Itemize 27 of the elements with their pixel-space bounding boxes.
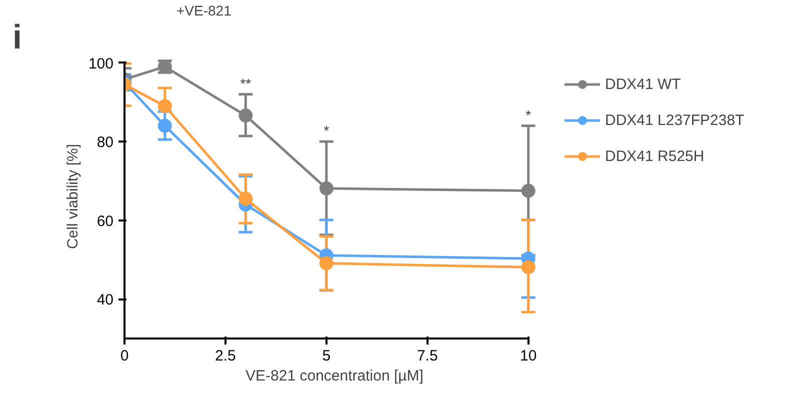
chart-title: i (12, 18, 22, 56)
annotation: * (526, 106, 532, 123)
x-tick-label: 0 (120, 348, 129, 364)
x-tick-label: 5 (322, 348, 331, 364)
point (158, 118, 172, 133)
x-tick-label: 10 (520, 348, 537, 364)
point (238, 108, 253, 123)
legend-label: DDX41 R525H (605, 148, 704, 164)
legend-label: DDX41 WT (605, 76, 681, 92)
legend-label: DDX41 L237FP238T (605, 112, 744, 128)
y-tick-label: 40 (96, 292, 114, 309)
y-tick-label: 60 (96, 212, 114, 230)
point (319, 181, 334, 196)
x-axis-title: VE-821 concentration [µM] (246, 368, 424, 384)
annotation: ** (240, 75, 252, 92)
point (521, 260, 536, 274)
point (238, 192, 253, 206)
annotation: * (324, 122, 330, 139)
chart-subtitle: +VE-821 (176, 2, 232, 18)
point (158, 99, 172, 114)
x-tick-label: 7.5 (416, 348, 438, 364)
y-axis-title: Cell viability [%] (64, 144, 82, 250)
x-tick-label: 2.5 (215, 348, 236, 364)
point (521, 184, 536, 198)
y-tick-label: 100 (88, 55, 114, 72)
y-tick-label: 80 (96, 134, 114, 152)
point (319, 256, 334, 270)
